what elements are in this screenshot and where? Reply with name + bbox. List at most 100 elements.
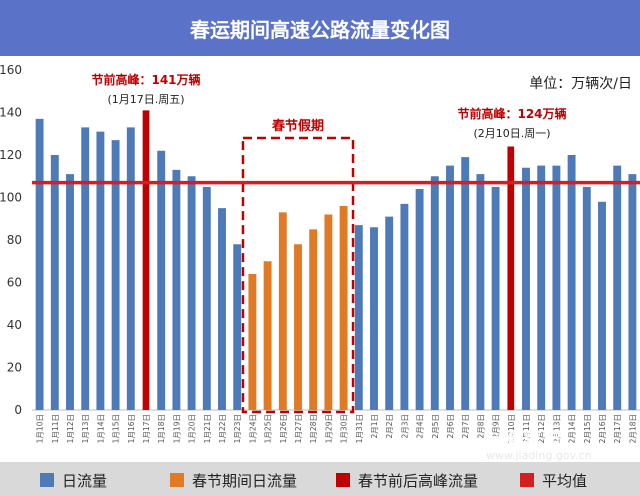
bar-1月26日 bbox=[278, 212, 287, 410]
legend-label: 平均值 bbox=[542, 472, 588, 490]
x-tick-label: 2月9日 bbox=[492, 414, 501, 439]
legend: 日流量 春节期间日流量 春节前后高峰流量 平均值 bbox=[0, 462, 640, 496]
holiday-label: 春节假期 bbox=[271, 118, 324, 134]
chart-title: 春运期间高速公路流量变化图 bbox=[190, 18, 450, 42]
x-tick-label: 2月7日 bbox=[461, 414, 470, 439]
bar-2月7日 bbox=[461, 157, 470, 410]
bar-2月1日 bbox=[370, 227, 378, 410]
bar-1月30日 bbox=[339, 206, 348, 410]
x-tick-label: 2月13日 bbox=[552, 414, 561, 443]
watermark-text: 上海嘉定 bbox=[482, 428, 562, 452]
x-tick-label: 1月17日 bbox=[142, 414, 151, 443]
bar-2月12日 bbox=[537, 165, 546, 410]
bar-1月31日 bbox=[354, 225, 363, 410]
x-tick-label: 1月11日 bbox=[51, 414, 60, 443]
legend-swatch bbox=[40, 473, 54, 487]
x-tick-label: 1月19日 bbox=[172, 414, 181, 443]
x-tick-label: 2月18日 bbox=[628, 414, 637, 443]
y-tick-label: 40 bbox=[7, 318, 22, 332]
bars bbox=[35, 110, 637, 410]
bar-1月16日 bbox=[126, 127, 135, 410]
x-tick-label: 2月8日 bbox=[476, 414, 485, 439]
legend-label: 春节前后高峰流量 bbox=[358, 472, 479, 490]
bar-1月13日 bbox=[81, 127, 90, 410]
x-tick-label: 1月22日 bbox=[218, 414, 227, 443]
bar-1月23日 bbox=[233, 244, 242, 410]
y-tick-label: 100 bbox=[0, 191, 22, 205]
x-tick-label: 2月15日 bbox=[583, 414, 592, 443]
holiday-box bbox=[241, 136, 355, 414]
bar-2月2日 bbox=[385, 216, 394, 410]
y-tick-label: 140 bbox=[0, 106, 22, 120]
x-tick-label: 1月31日 bbox=[355, 414, 364, 443]
bar-1月20日 bbox=[187, 176, 196, 410]
x-tick-label: 1月23日 bbox=[233, 414, 242, 443]
x-tick-label: 2月10日 bbox=[507, 414, 516, 443]
x-tick-label: 2月5日 bbox=[431, 414, 440, 439]
x-tick-label: 1月29日 bbox=[324, 414, 333, 443]
bar-2月13日 bbox=[552, 165, 561, 410]
y-tick-label: 60 bbox=[7, 276, 22, 290]
x-tick-label: 1月25日 bbox=[264, 414, 273, 443]
x-tick-label: 1月13日 bbox=[81, 414, 90, 443]
x-tick-label: 2月11日 bbox=[522, 414, 531, 443]
x-tick-label: 2月17日 bbox=[613, 414, 622, 443]
bar-2月8日 bbox=[476, 174, 485, 410]
peak-annotation-date: (2月10日.周一) bbox=[473, 127, 550, 140]
peak-annotation: 节前高峰：124万辆 bbox=[457, 106, 566, 121]
bar-2月11日 bbox=[522, 167, 530, 410]
x-tick-label: 2月1日 bbox=[370, 414, 379, 439]
x-tick-label: 2月4日 bbox=[416, 414, 425, 439]
bar-2月15日 bbox=[582, 186, 591, 410]
legend-swatch bbox=[520, 473, 534, 487]
bar-2月14日 bbox=[567, 155, 576, 410]
y-tick-label: 20 bbox=[7, 361, 22, 375]
x-tick-label: 2月3日 bbox=[400, 414, 409, 439]
x-tick-label: 1月10日 bbox=[36, 414, 45, 443]
title-bar: 春运期间高速公路流量变化图 bbox=[0, 0, 640, 56]
x-tick-label: 1月30日 bbox=[340, 414, 349, 443]
bar-2月10日 bbox=[507, 146, 515, 410]
bar-1月18日 bbox=[157, 150, 166, 410]
unit-label: 单位：万辆次/日 bbox=[529, 76, 632, 92]
bar-1月19日 bbox=[172, 169, 181, 410]
x-tick-label: 1月18日 bbox=[157, 414, 166, 443]
bar-1月12日 bbox=[66, 174, 74, 410]
bar-1月11日 bbox=[50, 155, 59, 410]
legend-label: 日流量 bbox=[62, 472, 108, 490]
y-tick-label: 160 bbox=[0, 63, 22, 77]
x-tick-label: 1月28日 bbox=[309, 414, 318, 443]
y-tick-label: 120 bbox=[0, 148, 22, 162]
bar-2月16日 bbox=[598, 201, 606, 410]
bar-1月22日 bbox=[218, 208, 226, 410]
x-tick-label: 1月21日 bbox=[203, 414, 212, 443]
overlays: 春节假期 节前高峰：141万辆 (1月17日.周五) 节前高峰：124万辆 (2月10日… bbox=[32, 72, 640, 414]
x-tick-label: 1月24日 bbox=[248, 414, 257, 443]
bar-2月5日 bbox=[430, 176, 439, 410]
bar-2月18日 bbox=[628, 174, 637, 410]
bar-1月29日 bbox=[324, 214, 333, 410]
bar-1月10日 bbox=[35, 118, 44, 410]
bar-2月6日 bbox=[446, 165, 454, 410]
bar-2月9日 bbox=[491, 186, 500, 410]
bar-2月17日 bbox=[613, 165, 622, 410]
x-tick-label: 2月2日 bbox=[385, 414, 394, 439]
x-tick-label: 1月27日 bbox=[294, 414, 303, 443]
watermark-url: www.jiading.gov.cn bbox=[486, 449, 592, 462]
x-tick-label: 1月14日 bbox=[96, 414, 105, 443]
legend-swatch bbox=[170, 473, 184, 487]
x-tick-label: 1月16日 bbox=[127, 414, 136, 443]
y-tick-label: 0 bbox=[14, 403, 22, 417]
x-tick-label: 1月12日 bbox=[66, 414, 75, 443]
bar-1月21日 bbox=[202, 186, 211, 410]
bar-1月27日 bbox=[294, 244, 302, 410]
x-tick-label: 2月14日 bbox=[568, 414, 577, 443]
x-tick-label: 1月26日 bbox=[279, 414, 288, 443]
y-tick-label: 80 bbox=[7, 233, 22, 247]
peak-annotation: 节前高峰：141万辆 bbox=[91, 72, 200, 87]
bar-1月24日 bbox=[248, 274, 257, 410]
bar-1月17日 bbox=[142, 110, 150, 410]
x-tick-label: 1月15日 bbox=[112, 414, 121, 443]
x-tick-label: 2月6日 bbox=[446, 414, 455, 439]
bar-2月4日 bbox=[415, 189, 424, 410]
